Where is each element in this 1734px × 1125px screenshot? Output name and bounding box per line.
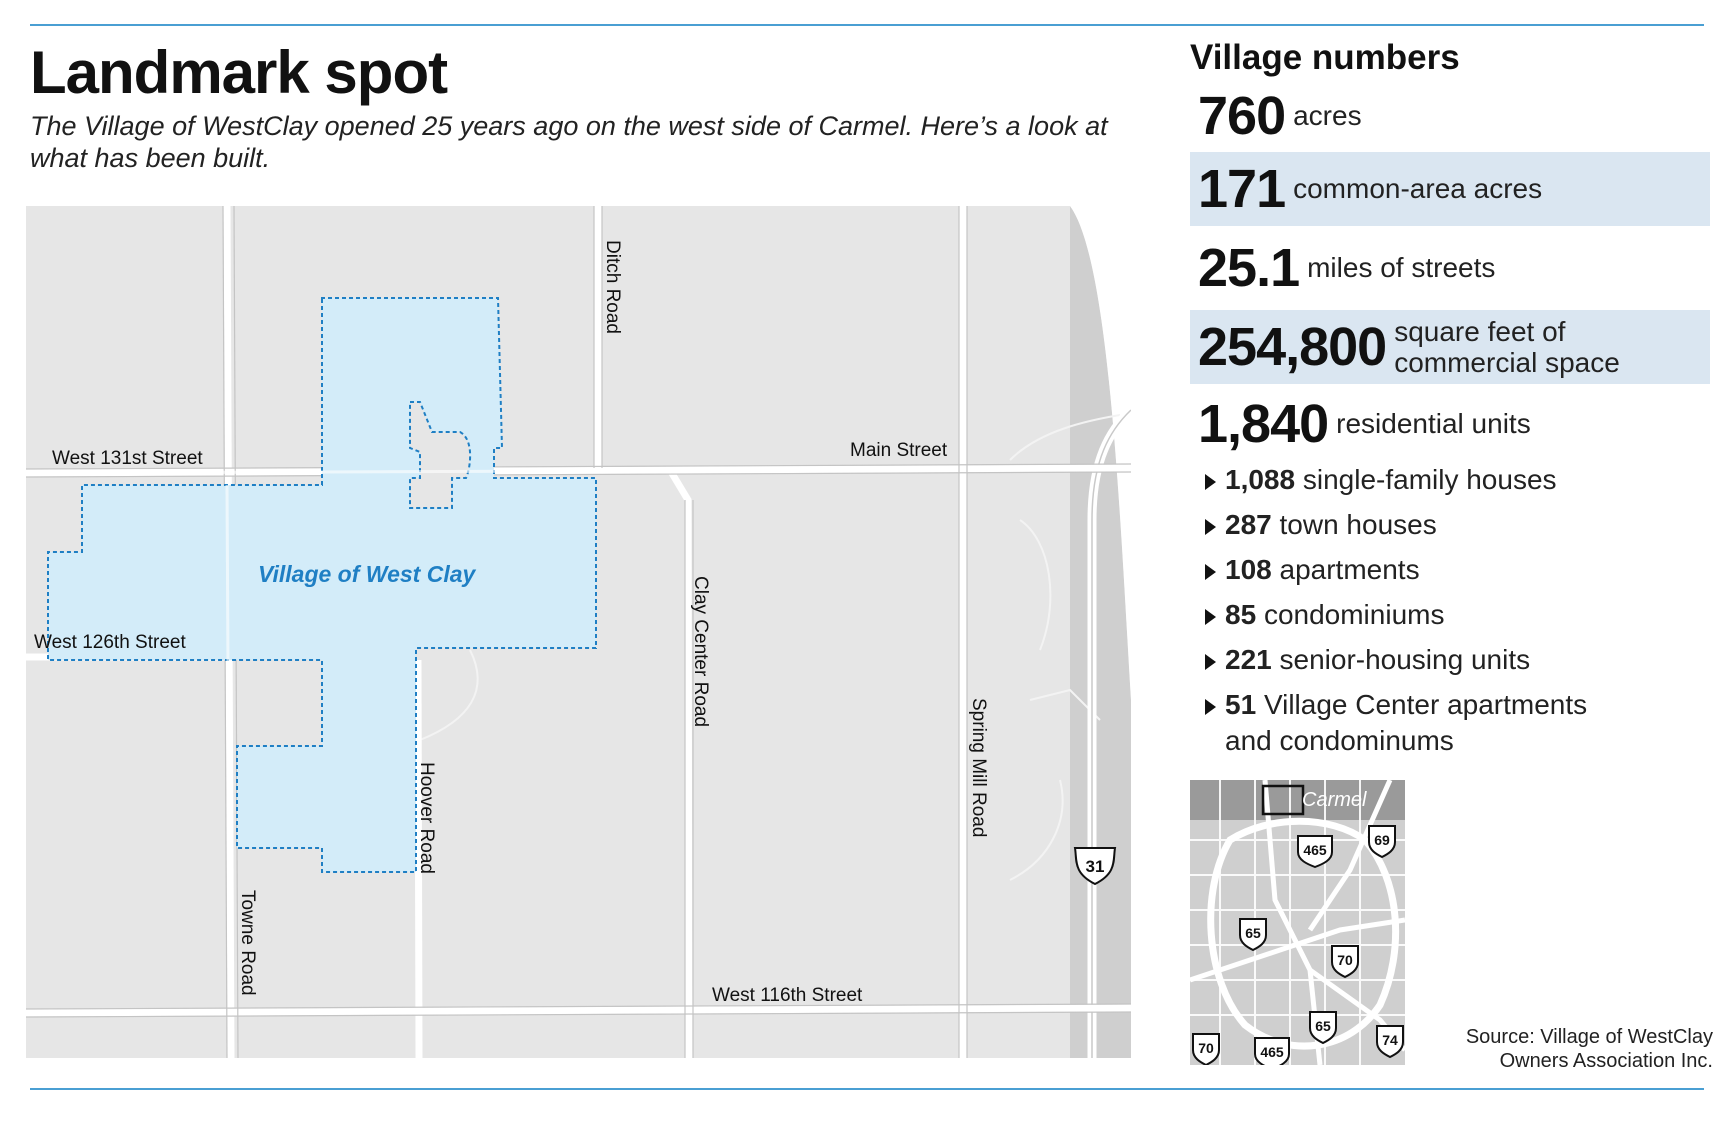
stat-label-line2: commercial space	[1394, 347, 1620, 378]
breakdown-value: 51	[1225, 689, 1257, 720]
stat-value: 760	[1198, 86, 1286, 146]
i465-shield-bottom-label: 465	[1260, 1044, 1284, 1060]
road-overlay-131	[26, 469, 599, 475]
village-area-label: Village of West Clay	[258, 561, 476, 587]
breakdown-value: 85	[1225, 599, 1257, 630]
road-label-main: Main Street	[850, 440, 948, 461]
breakdown-label: senior-housing units	[1279, 644, 1531, 675]
inset-i465-loop	[1207, 817, 1400, 1050]
road-label-ditch: Ditch Road	[602, 240, 623, 334]
stat-acres: 760 acres	[1190, 84, 1710, 148]
stat-commercial: 254,800 square feet of commercial space	[1190, 310, 1710, 384]
bullet-icon	[1205, 474, 1216, 490]
road-label-w131: West 131st Street	[52, 448, 203, 469]
road-label-towne: Towne Road	[237, 890, 258, 996]
top-rule	[30, 24, 1704, 26]
locator-inset: Carmel 465 69 65 70 65 70 465 74	[1190, 780, 1405, 1065]
stat-common-area: 171 common-area acres	[1190, 152, 1710, 226]
breakdown-label: Village Center apartments	[1263, 689, 1588, 720]
source-note: Source: Village of WestClay Owners Assoc…	[1466, 1025, 1713, 1073]
road-label-w116: West 116th Street	[712, 985, 863, 1006]
bottom-rule	[30, 1088, 1704, 1090]
inset-city-label: Carmel	[1302, 789, 1367, 811]
stat-value: 1,840	[1198, 394, 1329, 454]
i465-shield-bottom: 465	[1254, 1037, 1290, 1065]
bullet-icon	[1205, 699, 1216, 715]
stat-label: miles of streets	[1307, 252, 1496, 283]
road-label-hoover: Hoover Road	[416, 762, 437, 874]
page-subtitle: The Village of WestClay opened 25 years …	[30, 111, 1108, 173]
callout-gap	[1070, 206, 1131, 700]
i70-shield-west: 70	[1192, 1033, 1220, 1065]
breakdown-label: apartments	[1279, 554, 1420, 585]
i65-shield-south-label: 65	[1315, 1018, 1331, 1034]
bullet-icon	[1205, 519, 1216, 535]
i74-shield-label: 74	[1382, 1032, 1398, 1048]
page-title: Landmark spot	[30, 39, 448, 106]
us31-shield-label: 31	[1086, 857, 1105, 876]
breakdown-label: condominiums	[1263, 599, 1445, 630]
breakdown-item: 1,088 single-family houses	[1205, 462, 1665, 498]
i465-shield-top-label: 465	[1303, 842, 1327, 858]
breakdown-label-line2: and condominums	[1225, 725, 1454, 756]
i65-shield-south: 65	[1309, 1011, 1337, 1045]
breakdown-label: single-family houses	[1302, 464, 1557, 495]
breakdown-label: town houses	[1279, 509, 1437, 540]
source-line2: Owners Association Inc.	[1499, 1050, 1713, 1072]
stats-heading: Village numbers	[1190, 38, 1460, 77]
i70-shield-east-label: 70	[1337, 952, 1353, 968]
bullet-icon	[1205, 609, 1216, 625]
road-overlay-towne	[225, 484, 231, 849]
i69-shield: 69	[1368, 825, 1396, 859]
minor-streets	[419, 414, 1121, 881]
i70-shield-west-label: 70	[1198, 1040, 1214, 1056]
road-label-spring-mill: Spring Mill Road	[968, 698, 989, 837]
i65-shield-north: 65	[1239, 918, 1267, 952]
breakdown-item: 287 town houses	[1205, 507, 1665, 543]
stat-value: 254,800	[1198, 317, 1387, 377]
bullet-icon	[1205, 654, 1216, 670]
stat-label: square feet of commercial space	[1394, 316, 1620, 378]
stat-label: residential units	[1336, 408, 1531, 439]
road-label-clay-center: Clay Center Road	[690, 576, 711, 727]
breakdown-item: 221 senior-housing units	[1205, 642, 1665, 678]
us31-shield: 31	[1073, 847, 1117, 886]
breakdown-item: 108 apartments	[1205, 552, 1665, 588]
breakdown-value: 1,088	[1225, 464, 1296, 495]
i65-shield-north-label: 65	[1245, 925, 1261, 941]
breakdown-value: 221	[1225, 644, 1272, 675]
road-label-w126: West 126th Street	[34, 632, 186, 653]
village-map: 31 West 131st Street Main Street West 12…	[26, 206, 1131, 1058]
stat-value: 25.1	[1198, 238, 1300, 298]
breakdown-item: 51 Village Center apartments and condomi…	[1205, 687, 1665, 759]
source-line1: Source: Village of WestClay	[1465, 1026, 1713, 1048]
callout-wedge	[1070, 206, 1131, 1058]
i74-shield: 74	[1376, 1025, 1404, 1059]
inset-locator-box	[1261, 784, 1305, 816]
stat-residential: 1,840 residential units	[1190, 392, 1710, 456]
us31-centerline	[1091, 409, 1131, 1058]
stat-label: acres	[1293, 100, 1362, 131]
i70-shield-east: 70	[1331, 945, 1359, 979]
stat-label: common-area acres	[1293, 173, 1543, 204]
stat-streets: 25.1 miles of streets	[1190, 234, 1710, 302]
bullet-icon	[1205, 564, 1216, 580]
breakdown-value: 287	[1225, 509, 1272, 540]
i69-shield-label: 69	[1374, 832, 1390, 848]
breakdown-item: 85 condominiums	[1205, 597, 1665, 633]
stat-label-line1: square feet of	[1394, 316, 1566, 347]
stat-value: 171	[1198, 159, 1286, 219]
i465-shield-top: 465	[1297, 835, 1333, 869]
breakdown-value: 108	[1225, 554, 1272, 585]
